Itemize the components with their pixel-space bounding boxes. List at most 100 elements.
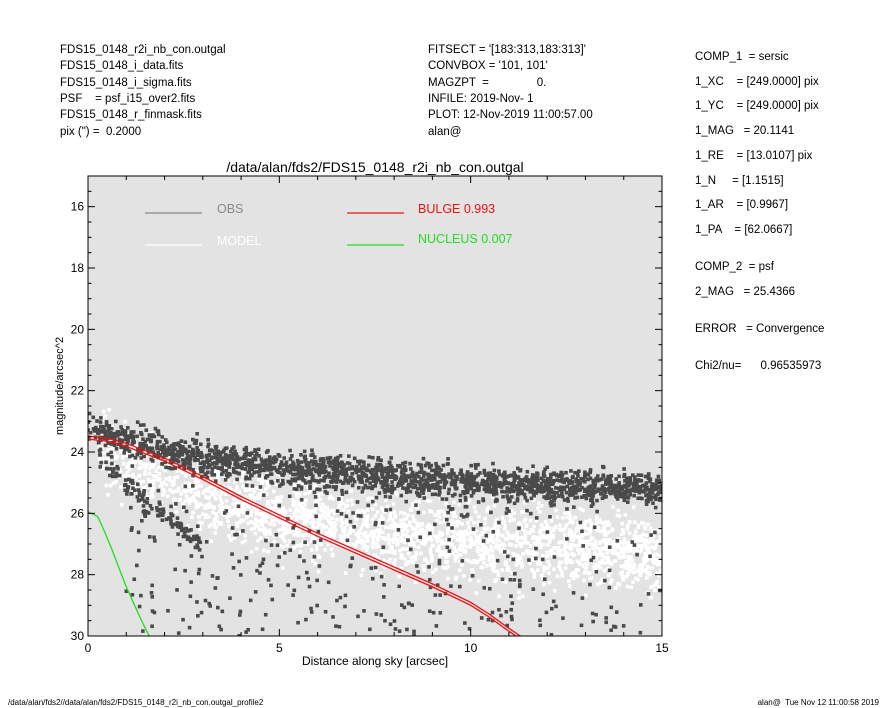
model-point — [549, 518, 554, 523]
model-point — [366, 539, 370, 543]
obs-point — [188, 537, 192, 541]
obs-point — [222, 511, 227, 515]
model-point — [417, 532, 422, 536]
model-point — [482, 551, 487, 555]
model-point — [427, 509, 432, 513]
model-point — [569, 534, 573, 538]
model-point — [444, 566, 448, 570]
model-point — [197, 483, 202, 488]
model-point — [453, 514, 458, 519]
model-point — [503, 526, 507, 531]
model-point — [484, 527, 489, 532]
obs-point — [321, 457, 325, 461]
obs-point — [139, 430, 143, 435]
obs-point — [552, 503, 556, 507]
obs-point — [296, 470, 301, 475]
obs-point — [317, 564, 322, 568]
model-point — [495, 569, 500, 574]
obs-point — [497, 520, 501, 525]
obs-point — [541, 478, 546, 483]
y-tick-label: 28 — [71, 568, 85, 582]
model-point — [250, 486, 255, 490]
model-point — [154, 474, 159, 479]
obs-point — [531, 492, 536, 496]
obs-point — [308, 484, 312, 488]
obs-point — [307, 529, 312, 533]
obs-point — [430, 468, 434, 473]
obs-point — [185, 451, 189, 455]
model-point — [512, 511, 516, 515]
obs-point — [344, 467, 348, 471]
obs-point — [447, 472, 451, 476]
obs-point — [536, 478, 540, 483]
obs-point — [129, 432, 133, 437]
model-point — [278, 544, 282, 548]
model-point — [371, 541, 376, 546]
model-point — [239, 518, 243, 523]
obs-point — [242, 456, 247, 461]
model-point — [255, 485, 260, 490]
model-point — [366, 514, 370, 518]
model-point — [204, 495, 208, 499]
obs-point — [339, 512, 344, 516]
obs-point — [359, 475, 364, 479]
model-point — [600, 577, 605, 582]
obs-point — [137, 548, 141, 553]
obs-point — [127, 434, 132, 439]
model-point — [438, 496, 443, 500]
model-point — [586, 527, 591, 531]
obs-point — [418, 470, 422, 475]
obs-point — [261, 493, 266, 497]
model-point — [452, 520, 456, 525]
model-point — [131, 473, 135, 477]
obs-point — [174, 453, 178, 458]
obs-point — [340, 467, 345, 472]
model-point — [235, 524, 240, 529]
obs-point — [213, 455, 218, 460]
obs-point — [630, 540, 635, 544]
obs-point — [516, 489, 520, 494]
model-point — [323, 505, 327, 509]
model-point — [163, 468, 167, 473]
obs-point — [223, 478, 228, 482]
obs-point — [287, 494, 292, 499]
obs-point — [299, 453, 303, 457]
obs-point — [362, 472, 366, 477]
model-point — [309, 548, 314, 552]
obs-point — [416, 510, 421, 515]
model-point — [586, 552, 591, 556]
obs-point — [141, 504, 146, 508]
obs-point — [289, 466, 294, 471]
model-point — [493, 523, 498, 528]
model-point — [156, 459, 161, 463]
obs-point — [248, 598, 253, 603]
model-point — [607, 560, 612, 565]
model-point — [414, 553, 419, 557]
header-mid-line-1: FITSECT = '[183:313,183:313]' — [428, 44, 586, 56]
obs-point — [358, 479, 363, 484]
obs-point — [179, 439, 184, 443]
obs-point — [590, 495, 595, 499]
model-point — [268, 522, 273, 526]
model-point — [205, 487, 209, 492]
obs-point — [535, 471, 539, 475]
model-point — [196, 490, 201, 495]
model-point — [530, 568, 534, 572]
model-point — [600, 529, 605, 534]
obs-point — [407, 482, 411, 487]
model-point — [458, 532, 462, 537]
model-point — [310, 559, 315, 563]
obs-point — [609, 628, 613, 632]
obs-point — [490, 618, 495, 623]
model-point — [639, 521, 644, 525]
model-point — [262, 548, 266, 553]
obs-point — [369, 566, 374, 570]
obs-point — [592, 525, 597, 530]
obs-point — [607, 585, 612, 590]
obs-point — [245, 511, 250, 515]
obs-point — [638, 485, 643, 489]
obs-point — [467, 627, 472, 631]
model-point — [225, 505, 229, 509]
obs-point — [279, 482, 284, 487]
model-point — [337, 503, 342, 508]
